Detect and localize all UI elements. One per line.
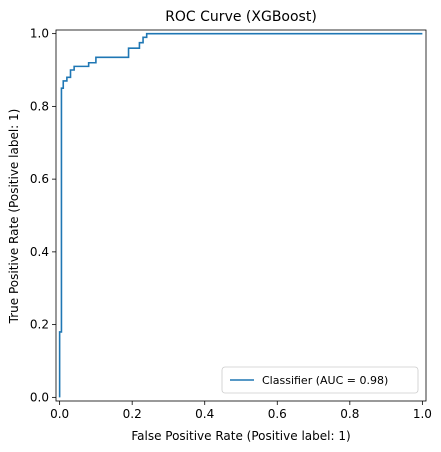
plot-frame [55, 29, 427, 402]
y-tick-label: 0.0 [30, 390, 49, 404]
x-tick-label: 0.6 [268, 407, 287, 421]
y-axis-label: True Positive Rate (Positive label: 1) [7, 109, 21, 325]
y-tick-label: 0.4 [30, 245, 49, 259]
x-tick-label: 0.8 [340, 407, 359, 421]
plot-area: 0.0 0.2 0.4 0.6 0.8 1.0 0.0 0.2 0.4 0.6 0.8 1.0 [30, 27, 432, 421]
legend-box [221, 366, 419, 394]
x-tick-label: 1.0 [413, 407, 432, 421]
y-tick-label: 0.8 [30, 99, 49, 113]
legend: Classifier (AUC = 0.98) [221, 366, 419, 394]
x-tick-label: 0.2 [123, 407, 142, 421]
y-tick-label: 0.2 [30, 318, 49, 332]
legend-label: Classifier (AUC = 0.98) [262, 374, 388, 387]
x-axis-label: False Positive Rate (Positive label: 1) [131, 429, 350, 443]
x-tick-label: 0.0 [50, 407, 69, 421]
y-tick-label: 0.6 [30, 172, 49, 186]
roc-curve-line [58, 32, 423, 398]
y-tick-label: 1.0 [30, 27, 49, 41]
chart-title: ROC Curve (XGBoost) [165, 9, 317, 25]
x-tick-label: 0.4 [195, 407, 214, 421]
